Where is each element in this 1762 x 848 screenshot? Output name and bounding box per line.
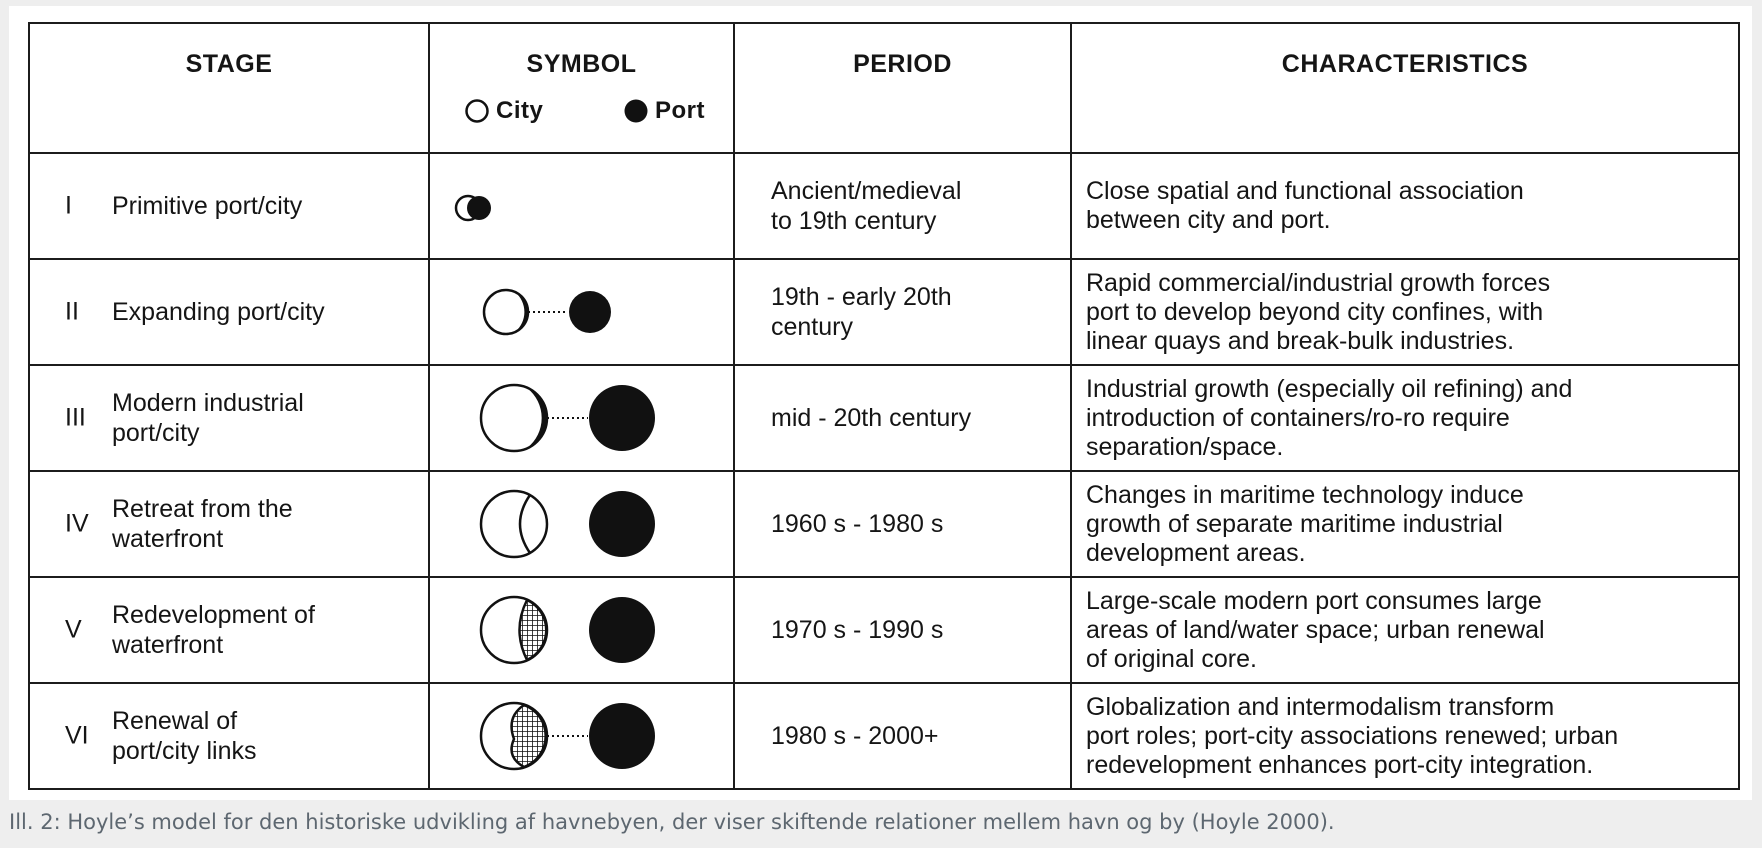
city-port-renewal-icon	[479, 701, 655, 771]
stage-numeral: VI	[65, 721, 89, 750]
period-cell: Ancient/medieval to 19th century	[733, 152, 1072, 260]
symbol-header-label: SYMBOL	[526, 50, 637, 78]
symbol-cell	[428, 682, 735, 790]
characteristics-cell: Globalization and intermodalism transfor…	[1070, 682, 1740, 790]
stage-label: Primitive port/city	[112, 192, 303, 220]
stage-numeral: II	[65, 297, 79, 326]
period-cell: 1970 s - 1990 s	[733, 576, 1072, 684]
figure-caption: Ill. 2: Hoyle’s model for den historiske…	[9, 810, 1335, 834]
period-cell: 1980 s - 2000+	[733, 682, 1072, 790]
table-row: V Redevelopment of waterfront 1970 s - 1…	[28, 576, 1740, 684]
table-row: II Expanding port/city 19th - early 20th…	[28, 258, 1740, 366]
stage-label: Redevelopment of waterfront	[112, 601, 315, 659]
table-row: III Modern industrial port/city mid - 20…	[28, 364, 1740, 472]
stage-cell: VI Renewal of port/city links	[28, 682, 430, 790]
city-redevelopment-icon	[479, 595, 655, 665]
stage-numeral: III	[65, 403, 86, 432]
header-period: PERIOD	[733, 22, 1072, 154]
legend-city-label: City	[496, 97, 544, 124]
stage-label: Renewal of port/city links	[112, 707, 257, 765]
symbol-cell	[428, 152, 735, 260]
stage-numeral: I	[65, 191, 72, 220]
period-cell: 19th - early 20th century	[733, 258, 1072, 366]
city-port-separated-icon	[479, 489, 655, 559]
hoyle-model-table: STAGE SYMBOL City Port PERIOD CHARACTERI…	[28, 22, 1740, 790]
legend-port-label: Port	[655, 97, 705, 124]
stage-cell: V Redevelopment of waterfront	[28, 576, 430, 684]
overlapping-city-port-icon	[454, 194, 491, 222]
symbol-legend: City Port	[430, 97, 733, 125]
characteristics-cell: Large-scale modern port consumes large a…	[1070, 576, 1740, 684]
stage-numeral: V	[65, 615, 82, 644]
period-cell: 1960 s - 1980 s	[733, 470, 1072, 578]
symbol-cell	[428, 258, 735, 366]
stage-cell: III Modern industrial port/city	[28, 364, 430, 472]
city-port-linked-icon	[482, 288, 611, 336]
table-row: I Primitive port/city Ancient/medieval t…	[28, 152, 1740, 260]
characteristics-cell: Rapid commercial/industrial growth force…	[1070, 258, 1740, 366]
city-open-circle-icon	[465, 99, 489, 123]
stage-cell: I Primitive port/city	[28, 152, 430, 260]
header-characteristics: CHARACTERISTICS	[1070, 22, 1740, 154]
characteristics-cell: Changes in maritime technology induce gr…	[1070, 470, 1740, 578]
table-row: VI Renewal of port/city links 1980 s - 2…	[28, 682, 1740, 790]
figure: STAGE SYMBOL City Port PERIOD CHARACTERI…	[9, 6, 1752, 800]
header-stage: STAGE	[28, 22, 430, 154]
header-row: STAGE SYMBOL City Port PERIOD CHARACTERI…	[28, 22, 1740, 154]
city-port-industrial-icon	[479, 383, 655, 453]
characteristics-cell: Close spatial and functional association…	[1070, 152, 1740, 260]
table-row: IV Retreat from the waterfront 1960 s - …	[28, 470, 1740, 578]
symbol-cell	[428, 364, 735, 472]
characteristics-cell: Industrial growth (especially oil refini…	[1070, 364, 1740, 472]
legend-port: Port	[623, 97, 705, 125]
stage-label: Expanding port/city	[112, 298, 325, 326]
port-filled-circle-icon	[624, 99, 648, 123]
stage-label: Retreat from the waterfront	[112, 495, 293, 553]
period-cell: mid - 20th century	[733, 364, 1072, 472]
symbol-cell	[428, 576, 735, 684]
legend-city: City	[464, 97, 543, 125]
header-symbol: SYMBOL City Port	[428, 22, 735, 154]
stage-label: Modern industrial port/city	[112, 389, 304, 447]
stage-cell: IV Retreat from the waterfront	[28, 470, 430, 578]
symbol-cell	[428, 470, 735, 578]
stage-cell: II Expanding port/city	[28, 258, 430, 366]
stage-numeral: IV	[65, 509, 89, 538]
